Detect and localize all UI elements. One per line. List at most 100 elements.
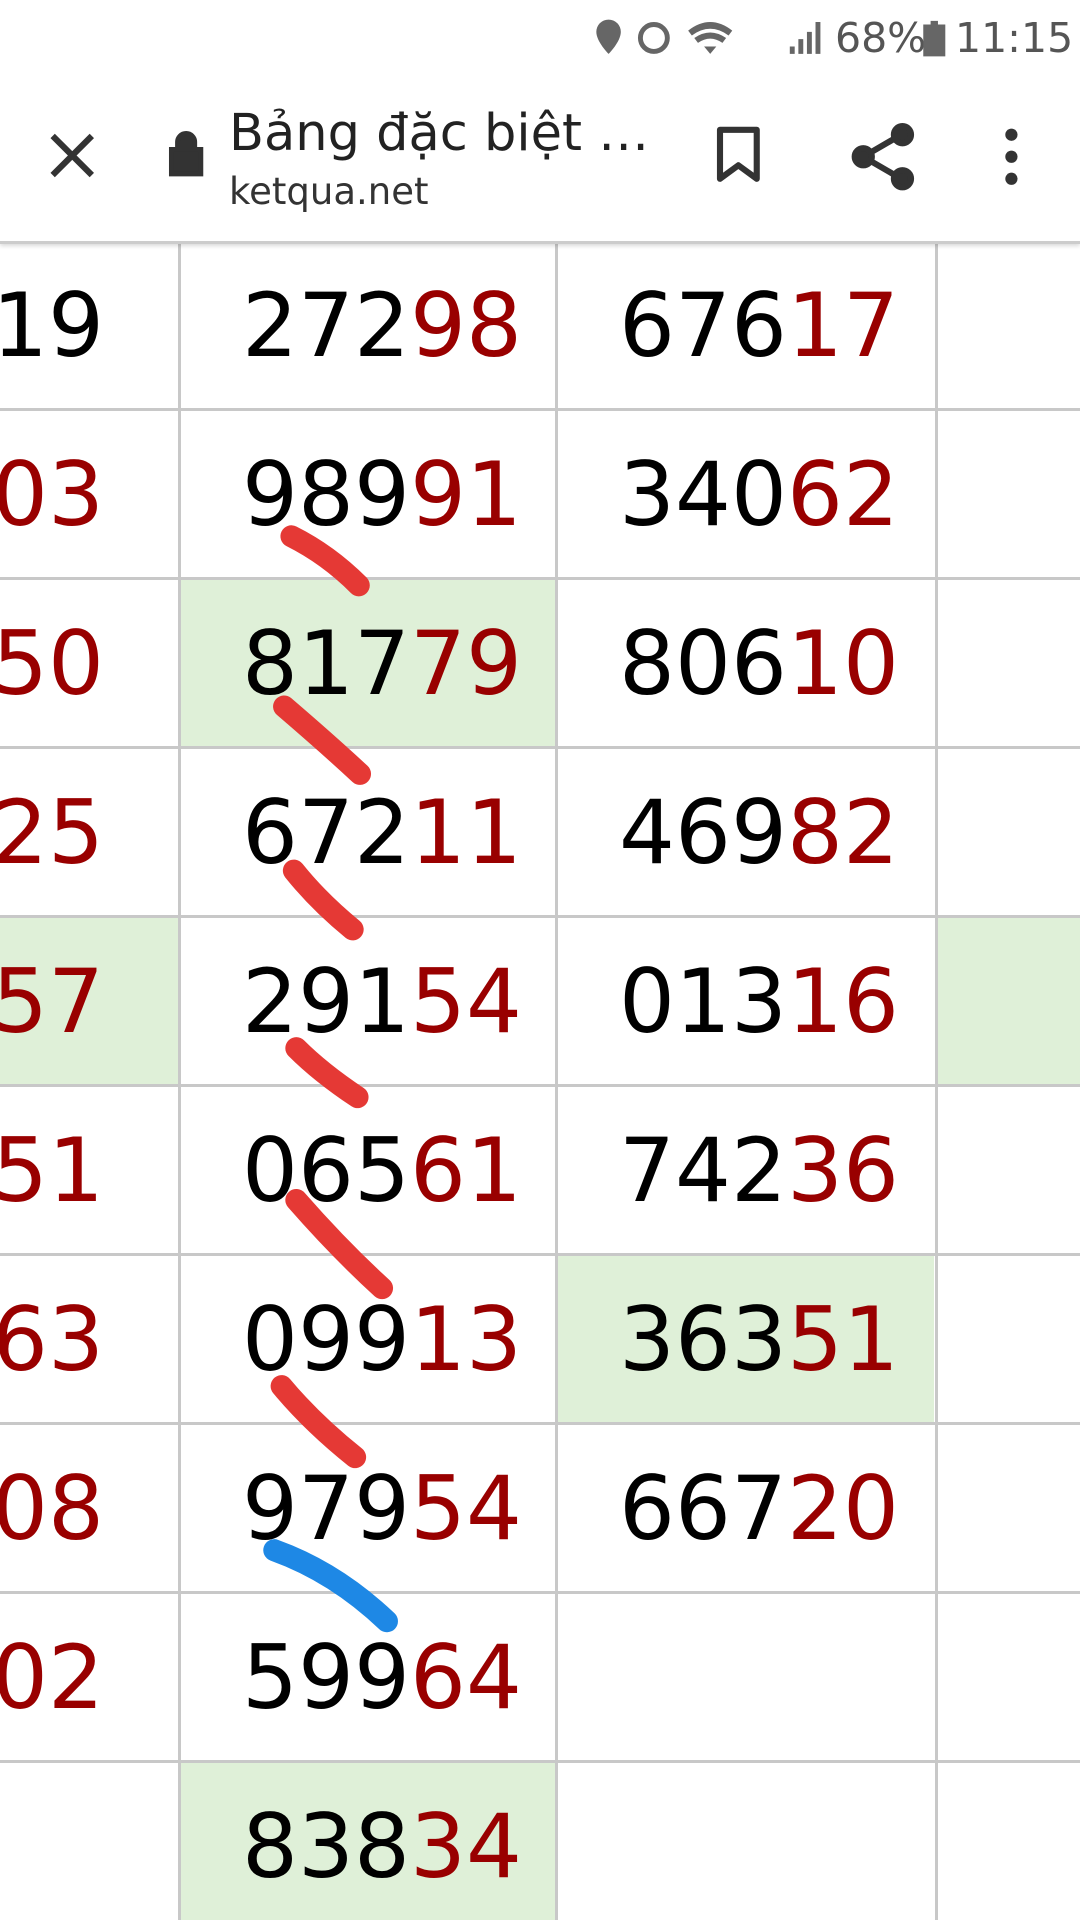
number-tail: 82 <box>786 781 899 884</box>
result-cell: 06561 <box>242 1086 522 1255</box>
result-cell: 09913 <box>242 1255 522 1424</box>
result-cell: 80610 <box>619 579 899 748</box>
number-tail: 08 <box>0 1457 104 1560</box>
result-cell: 46982 <box>619 748 899 917</box>
result-cell: 57 <box>0 917 104 1086</box>
number-head: 363 <box>619 1288 787 1391</box>
highlight <box>180 1762 557 1920</box>
result-cell: 34062 <box>619 410 899 579</box>
battery-icon <box>923 20 946 57</box>
row-divider <box>0 577 1080 580</box>
number-tail: 20 <box>786 1457 899 1560</box>
result-cell: 67617 <box>619 241 899 410</box>
row-divider <box>0 915 1080 918</box>
highlight <box>937 917 1080 1086</box>
row-divider <box>0 746 1080 749</box>
number-head: 099 <box>242 1288 410 1391</box>
row-divider <box>0 408 1080 411</box>
number-tail: 10 <box>786 612 899 715</box>
lock-icon[interactable] <box>168 131 204 177</box>
result-cell: 25 <box>0 748 104 917</box>
status-icons <box>596 19 946 57</box>
number-tail: 34 <box>409 1795 522 1898</box>
number-head: 838 <box>242 1795 410 1898</box>
result-cell: 81779 <box>242 579 522 748</box>
row-divider <box>0 1084 1080 1087</box>
number-head: 989 <box>242 443 410 546</box>
alarm-icon <box>637 22 670 54</box>
result-cell: 03 <box>0 410 104 579</box>
wifi-icon <box>688 22 733 54</box>
row-divider <box>0 1422 1080 1425</box>
menu-button[interactable] <box>1005 128 1018 185</box>
results-table: 19 27298 67617 03 98991 34062 50 81779 80610 25 67… <box>0 239 1080 1920</box>
number-tail: 98 <box>409 274 522 377</box>
number-head: 676 <box>619 274 787 377</box>
number-tail: 79 <box>409 612 522 715</box>
result-cell: 74236 <box>619 1086 899 1255</box>
result-cell: 50 <box>0 579 104 748</box>
number-tail: 62 <box>786 443 899 546</box>
share-button[interactable] <box>851 123 915 191</box>
number-tail: 02 <box>0 1626 104 1729</box>
result-cell: 59964 <box>242 1593 522 1762</box>
number-tail: 03 <box>0 443 104 546</box>
result-cell: 36351 <box>619 1255 899 1424</box>
row-divider <box>0 1591 1080 1594</box>
number-head: 19 <box>0 274 104 377</box>
number-tail: 13 <box>409 1288 522 1391</box>
result-cell: 66720 <box>619 1424 899 1593</box>
page-url[interactable]: ketqua.net <box>229 170 429 213</box>
number-head: 469 <box>619 781 787 884</box>
number-tail: 51 <box>786 1288 899 1391</box>
result-cell: 01316 <box>619 917 899 1086</box>
number-tail: 54 <box>409 950 522 1053</box>
browser-chrome <box>0 0 1080 244</box>
number-tail: 36 <box>786 1119 899 1222</box>
number-head: 599 <box>242 1626 410 1729</box>
highlight <box>180 579 557 748</box>
clock: 11:15 <box>955 14 1074 62</box>
result-cell: 51 <box>0 1086 104 1255</box>
number-tail: 51 <box>0 1119 104 1222</box>
number-tail: 91 <box>409 443 522 546</box>
drawn-marks <box>263 525 398 1633</box>
number-head: 340 <box>619 443 787 546</box>
column-divider <box>555 241 558 1920</box>
number-tail: 25 <box>0 781 104 884</box>
column-divider <box>935 241 938 1920</box>
number-tail: 57 <box>0 950 104 1053</box>
highlight <box>557 1255 934 1424</box>
number-head: 013 <box>619 950 787 1053</box>
row-divider <box>0 1760 1080 1763</box>
number-tail: 64 <box>409 1626 522 1729</box>
number-head: 806 <box>619 612 787 715</box>
bookmark-button[interactable] <box>716 126 760 182</box>
result-cell: 63 <box>0 1255 104 1424</box>
result-cell: 29154 <box>242 917 522 1086</box>
number-tail: 16 <box>786 950 899 1053</box>
number-head: 291 <box>242 950 410 1053</box>
result-cell: 27298 <box>242 241 522 410</box>
highlight <box>0 917 180 1086</box>
number-tail: 63 <box>0 1288 104 1391</box>
row-divider <box>0 1253 1080 1256</box>
result-cell: 67211 <box>242 748 522 917</box>
number-tail: 61 <box>409 1119 522 1222</box>
battery-level: 68% <box>835 14 927 62</box>
number-tail: 17 <box>786 274 899 377</box>
result-cell: 02 <box>0 1593 104 1762</box>
signal-icon <box>789 22 821 54</box>
result-cell: 83834 <box>242 1762 522 1920</box>
result-cell: 19 <box>0 241 104 410</box>
number-tail: 50 <box>0 612 104 715</box>
number-head: 742 <box>619 1119 787 1222</box>
number-head: 672 <box>242 781 410 884</box>
result-cell: 08 <box>0 1424 104 1593</box>
page-title[interactable]: Bảng đặc biệt … <box>229 104 650 163</box>
number-tail: 11 <box>409 781 522 884</box>
close-button[interactable] <box>50 133 95 178</box>
number-head: 272 <box>242 274 410 377</box>
